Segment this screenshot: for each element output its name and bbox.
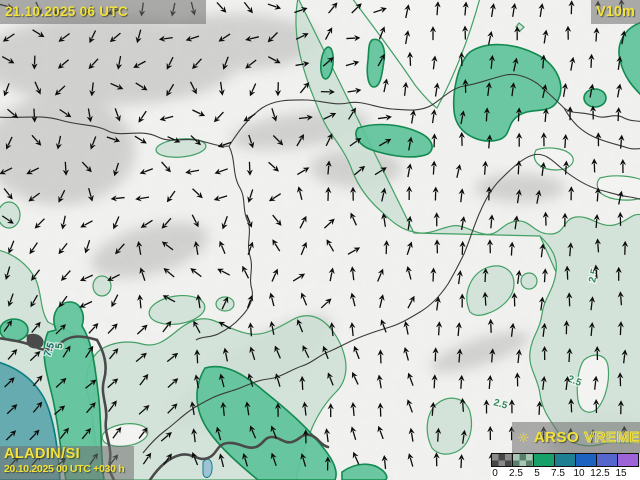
legend-swatch	[534, 454, 555, 466]
brand-agency-label: ARSO	[533, 429, 580, 446]
branding-box: ARSO VREME	[512, 422, 640, 453]
wind-speed-legend-bar	[491, 453, 639, 467]
legend-swatch	[576, 454, 597, 466]
wind-speed-holes	[101, 0, 640, 447]
legend-tick-label: 7.5	[551, 468, 565, 479]
legend-swatch	[618, 454, 638, 466]
legend-tick-label: 12.5	[590, 468, 610, 479]
brand-product-label: VREME	[584, 429, 640, 447]
valid-time-label: 21.10.2025 06 UTC	[5, 4, 128, 19]
contour-label: 5	[54, 342, 66, 349]
wind-speed-fill-medium	[0, 21, 640, 480]
sun-rays-icon	[518, 432, 529, 443]
model-run-label: 20.10.2025 00 UTC +030 h	[4, 463, 125, 475]
legend-swatch	[513, 454, 534, 466]
legend-swatch	[597, 454, 618, 466]
contour-label: 2.5	[492, 397, 509, 412]
wind-speed-legend-ticks: 0 2.5 5 7.5 10 12.5 15	[491, 467, 640, 480]
model-name-label: ALADIN/SI	[4, 446, 81, 462]
legend-tick-label: 5	[534, 468, 540, 479]
valid-time-box: 21.10.2025 06 UTC	[0, 0, 206, 24]
legend-tick-label: 15	[615, 468, 627, 479]
country-borders	[0, 73, 640, 454]
legend-tick-label: 0	[492, 468, 498, 479]
legend-tick-label: 10	[573, 468, 585, 479]
field-name-box: V10m	[591, 0, 640, 24]
legend-swatch	[555, 454, 576, 466]
legend-swatch	[492, 454, 513, 466]
model-info-box: ALADIN/SI 20.10.2025 00 UTC +030 h	[0, 446, 134, 480]
field-name-label: V10m	[596, 4, 635, 20]
contour-label: 2.5	[587, 267, 601, 283]
legend-tick-label: 2.5	[509, 468, 523, 479]
